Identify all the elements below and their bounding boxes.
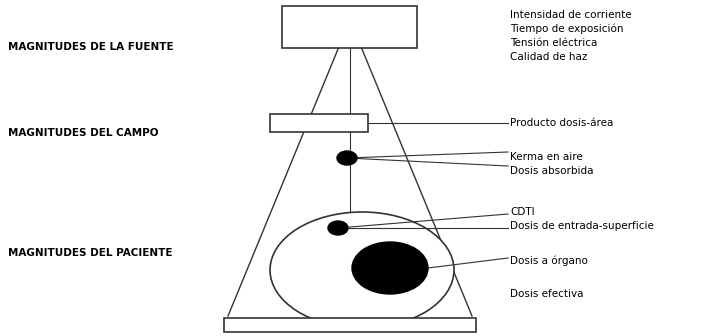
Text: Dosis absorbida: Dosis absorbida	[510, 166, 593, 176]
Text: CDTI: CDTI	[510, 207, 534, 217]
Text: Tiempo de exposición: Tiempo de exposición	[510, 24, 624, 35]
Ellipse shape	[270, 212, 454, 328]
Bar	[270, 114, 368, 132]
Text: Dosis de entrada-superficie: Dosis de entrada-superficie	[510, 221, 654, 231]
Text: Tensión eléctrica: Tensión eléctrica	[510, 38, 597, 48]
Bar	[282, 6, 417, 48]
Text: Dosis efectiva: Dosis efectiva	[510, 289, 584, 299]
Ellipse shape	[352, 242, 428, 294]
Text: Intensidad de corriente: Intensidad de corriente	[510, 10, 632, 20]
Text: Producto dosis-área: Producto dosis-área	[510, 118, 613, 128]
Bar	[224, 318, 476, 332]
Text: MAGNITUDES DE LA FUENTE: MAGNITUDES DE LA FUENTE	[8, 42, 174, 52]
Text: Calidad de haz: Calidad de haz	[510, 52, 587, 62]
Text: MAGNITUDES DEL PACIENTE: MAGNITUDES DEL PACIENTE	[8, 248, 173, 258]
Text: Dosis a órgano: Dosis a órgano	[510, 255, 588, 265]
Ellipse shape	[328, 221, 348, 235]
Text: Kerma en aire: Kerma en aire	[510, 152, 583, 162]
Ellipse shape	[337, 151, 357, 165]
Text: MAGNITUDES DEL CAMPO: MAGNITUDES DEL CAMPO	[8, 128, 158, 138]
